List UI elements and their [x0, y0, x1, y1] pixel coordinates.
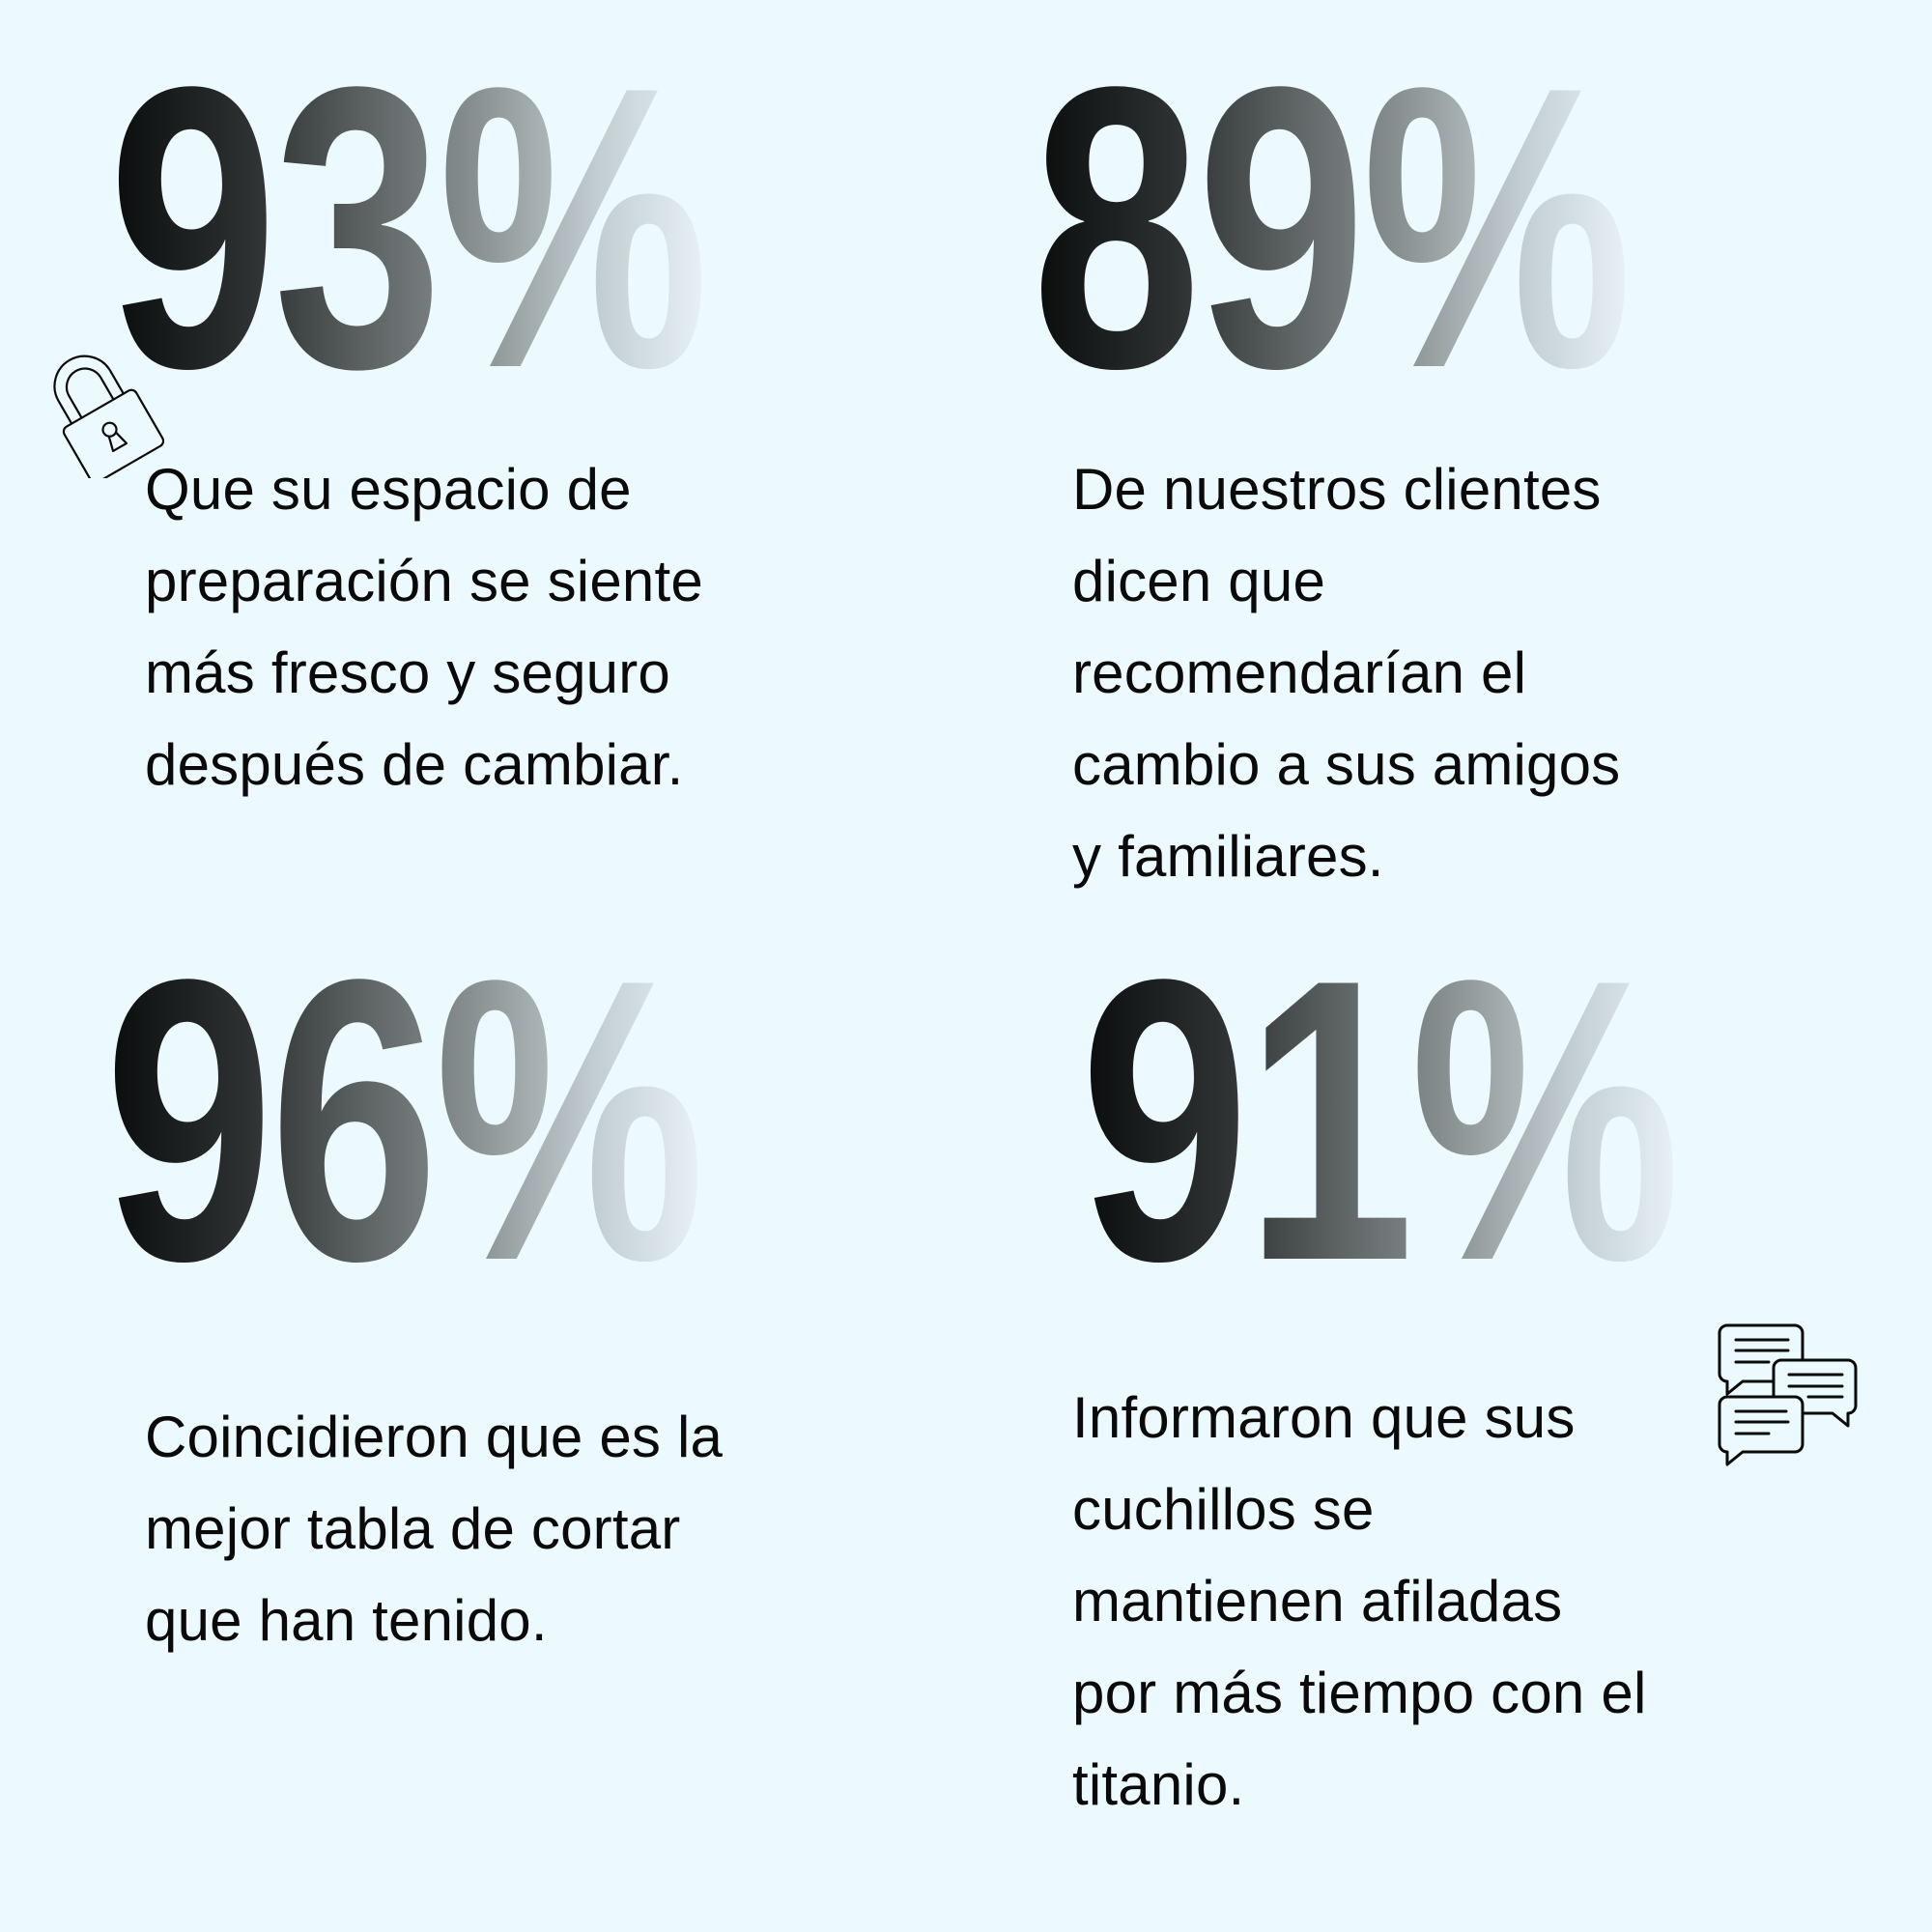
- description-line: mantienen afiladas: [1072, 1569, 1563, 1634]
- description-line: cambio a sus amigos: [1072, 732, 1621, 797]
- description-line: más fresco y seguro: [145, 640, 671, 705]
- description-line: Que su espacio de: [145, 457, 632, 522]
- description-line: cuchillos se: [1072, 1477, 1375, 1542]
- description-line: De nuestros clientes: [1072, 457, 1602, 522]
- padlock-icon: [53, 355, 164, 478]
- stat-value-96: 96%: [104, 895, 705, 1344]
- stat-description-93: Que su espacio de preparación se siente …: [145, 443, 703, 810]
- stat-description-89: De nuestros clientes dicen que recomenda…: [1072, 443, 1620, 902]
- description-line: titanio.: [1072, 1752, 1245, 1817]
- stat-description-91: Informaron que sus cuchillos se mantiene…: [1072, 1372, 1646, 1831]
- description-line: después de cambiar.: [145, 732, 684, 797]
- stat-value-91: 91%: [1080, 895, 1681, 1344]
- description-line: Informaron que sus: [1072, 1385, 1576, 1450]
- description-line: y familiares.: [1072, 824, 1384, 889]
- stat-value-89: 89%: [1032, 3, 1633, 451]
- description-line: que han tenido.: [145, 1588, 548, 1653]
- stat-value-93: 93%: [108, 3, 709, 451]
- description-line: mejor tabla de cortar: [145, 1496, 681, 1561]
- description-line: recomendarían el: [1072, 640, 1527, 705]
- description-line: dicen que: [1072, 549, 1326, 613]
- chat-bubbles-icon: [1718, 1323, 1858, 1466]
- description-line: por más tiempo con el: [1072, 1661, 1647, 1725]
- description-line: preparación se siente: [145, 549, 703, 613]
- description-line: Coincidieron que es la: [145, 1405, 724, 1469]
- stat-description-96: Coincidieron que es la mejor tabla de co…: [145, 1391, 723, 1666]
